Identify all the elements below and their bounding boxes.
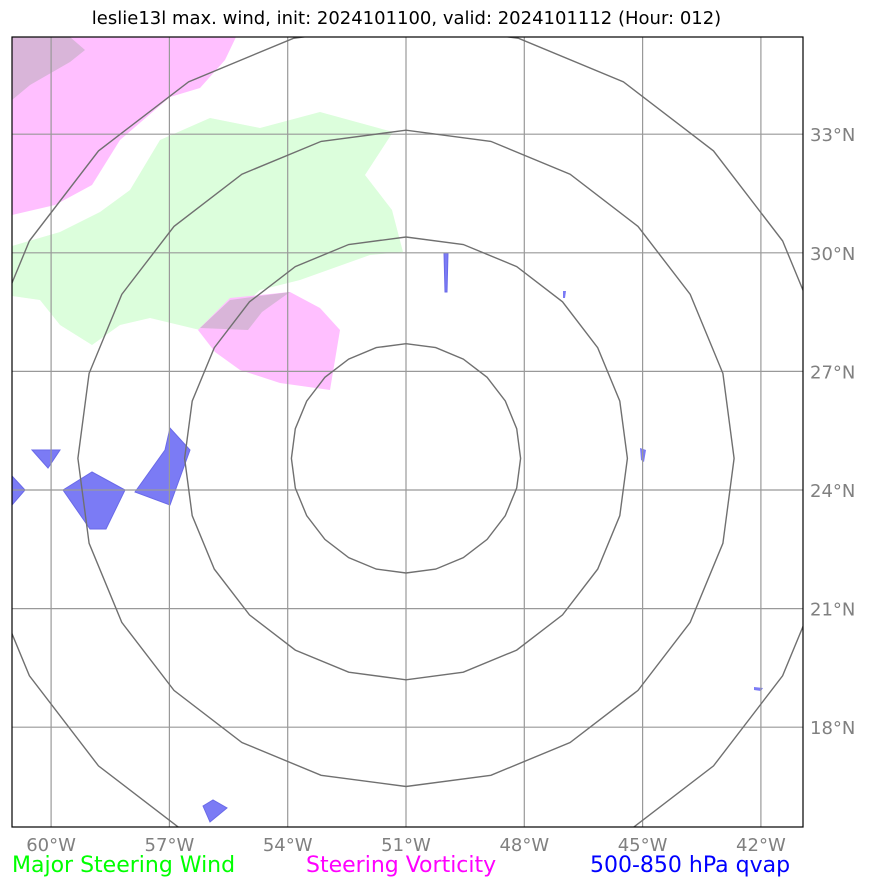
qvap-region [202, 799, 228, 823]
qvap-region [563, 291, 566, 298]
longitude-tick-label: 48°W [499, 835, 549, 856]
map-title: leslie13l max. wind, init: 2024101100, v… [91, 8, 722, 29]
longitude-tick-label: 42°W [736, 835, 786, 856]
steering-vorticity-region [12, 37, 236, 215]
longitude-tick-label: 51°W [381, 835, 431, 856]
longitude-tick-label: 54°W [263, 835, 313, 856]
longitude-tick-label: 57°W [145, 835, 195, 856]
gridlines [12, 37, 803, 827]
latitude-tick-label: 21°N [810, 600, 855, 621]
latitude-tick-label: 33°N [810, 125, 855, 146]
qvap-region [754, 687, 763, 691]
map-frame [11, 36, 804, 828]
qvap-region [30, 449, 61, 469]
latitude-labels: 33°N 30°N 27°N 24°N 21°N 18°N [810, 125, 855, 739]
steering-wind-region [12, 112, 403, 345]
latitude-tick-label: 18°N [810, 718, 855, 739]
latitude-tick-label: 24°N [810, 481, 855, 502]
latitude-tick-label: 30°N [810, 244, 855, 265]
longitude-tick-label: 60°W [26, 835, 76, 856]
qvap-region [443, 252, 449, 293]
qvap-region [62, 471, 126, 530]
legend-qvap: 500-850 hPa qvap [590, 853, 791, 878]
longitude-labels: 60°W 57°W 54°W 51°W 48°W 45°W 42°W [26, 835, 786, 856]
range-ring [77, 129, 735, 788]
overlap-region [200, 292, 290, 330]
legend-steering-wind: Major Steering Wind [12, 853, 236, 878]
range-ring [290, 342, 522, 574]
longitude-tick-label: 45°W [618, 835, 668, 856]
legend-steering-vorticity: Steering Vorticity [306, 853, 497, 878]
range-ring [183, 236, 629, 681]
qvap-region [134, 426, 191, 506]
range-ring [12, 37, 803, 827]
range-rings [12, 37, 803, 827]
overlap-region [12, 37, 85, 100]
latitude-tick-label: 27°N [810, 362, 855, 383]
